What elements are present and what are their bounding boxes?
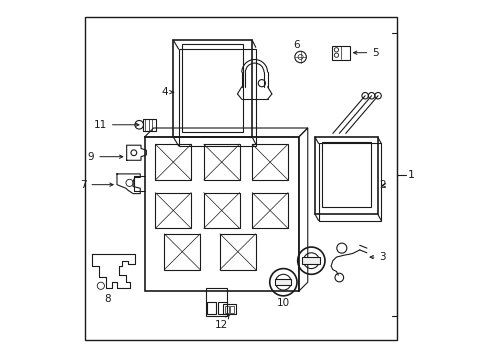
Bar — [332, 45, 350, 60]
Bar — [179, 49, 256, 146]
Bar — [164, 234, 200, 270]
Bar — [205, 288, 227, 316]
Text: 4: 4 — [161, 87, 173, 97]
Bar — [223, 304, 236, 315]
Bar — [182, 44, 243, 132]
Bar — [173, 40, 252, 137]
Bar — [302, 257, 320, 264]
Text: 6: 6 — [294, 40, 300, 50]
Bar — [155, 193, 191, 228]
Bar — [315, 137, 378, 214]
Bar — [155, 144, 191, 180]
Bar — [224, 306, 229, 313]
Bar — [143, 119, 156, 131]
Bar — [220, 234, 256, 270]
Text: 8: 8 — [104, 294, 111, 304]
Text: 1: 1 — [408, 170, 415, 180]
Bar — [252, 144, 288, 180]
Bar — [204, 144, 240, 180]
Bar — [230, 306, 234, 313]
Bar — [85, 17, 397, 339]
Text: 9: 9 — [88, 152, 123, 162]
Text: 2: 2 — [379, 180, 386, 190]
Bar — [204, 193, 240, 228]
Text: 5: 5 — [354, 48, 379, 58]
Bar — [275, 279, 291, 285]
Text: 3: 3 — [370, 252, 386, 262]
Text: 7: 7 — [80, 180, 113, 190]
Text: 10: 10 — [277, 298, 290, 308]
Bar — [207, 302, 216, 315]
Bar — [218, 302, 227, 315]
Text: 11: 11 — [94, 120, 139, 130]
Bar — [145, 137, 299, 291]
Bar — [318, 143, 381, 221]
Bar — [322, 142, 370, 207]
Bar — [252, 193, 288, 228]
Text: 12: 12 — [215, 315, 229, 330]
